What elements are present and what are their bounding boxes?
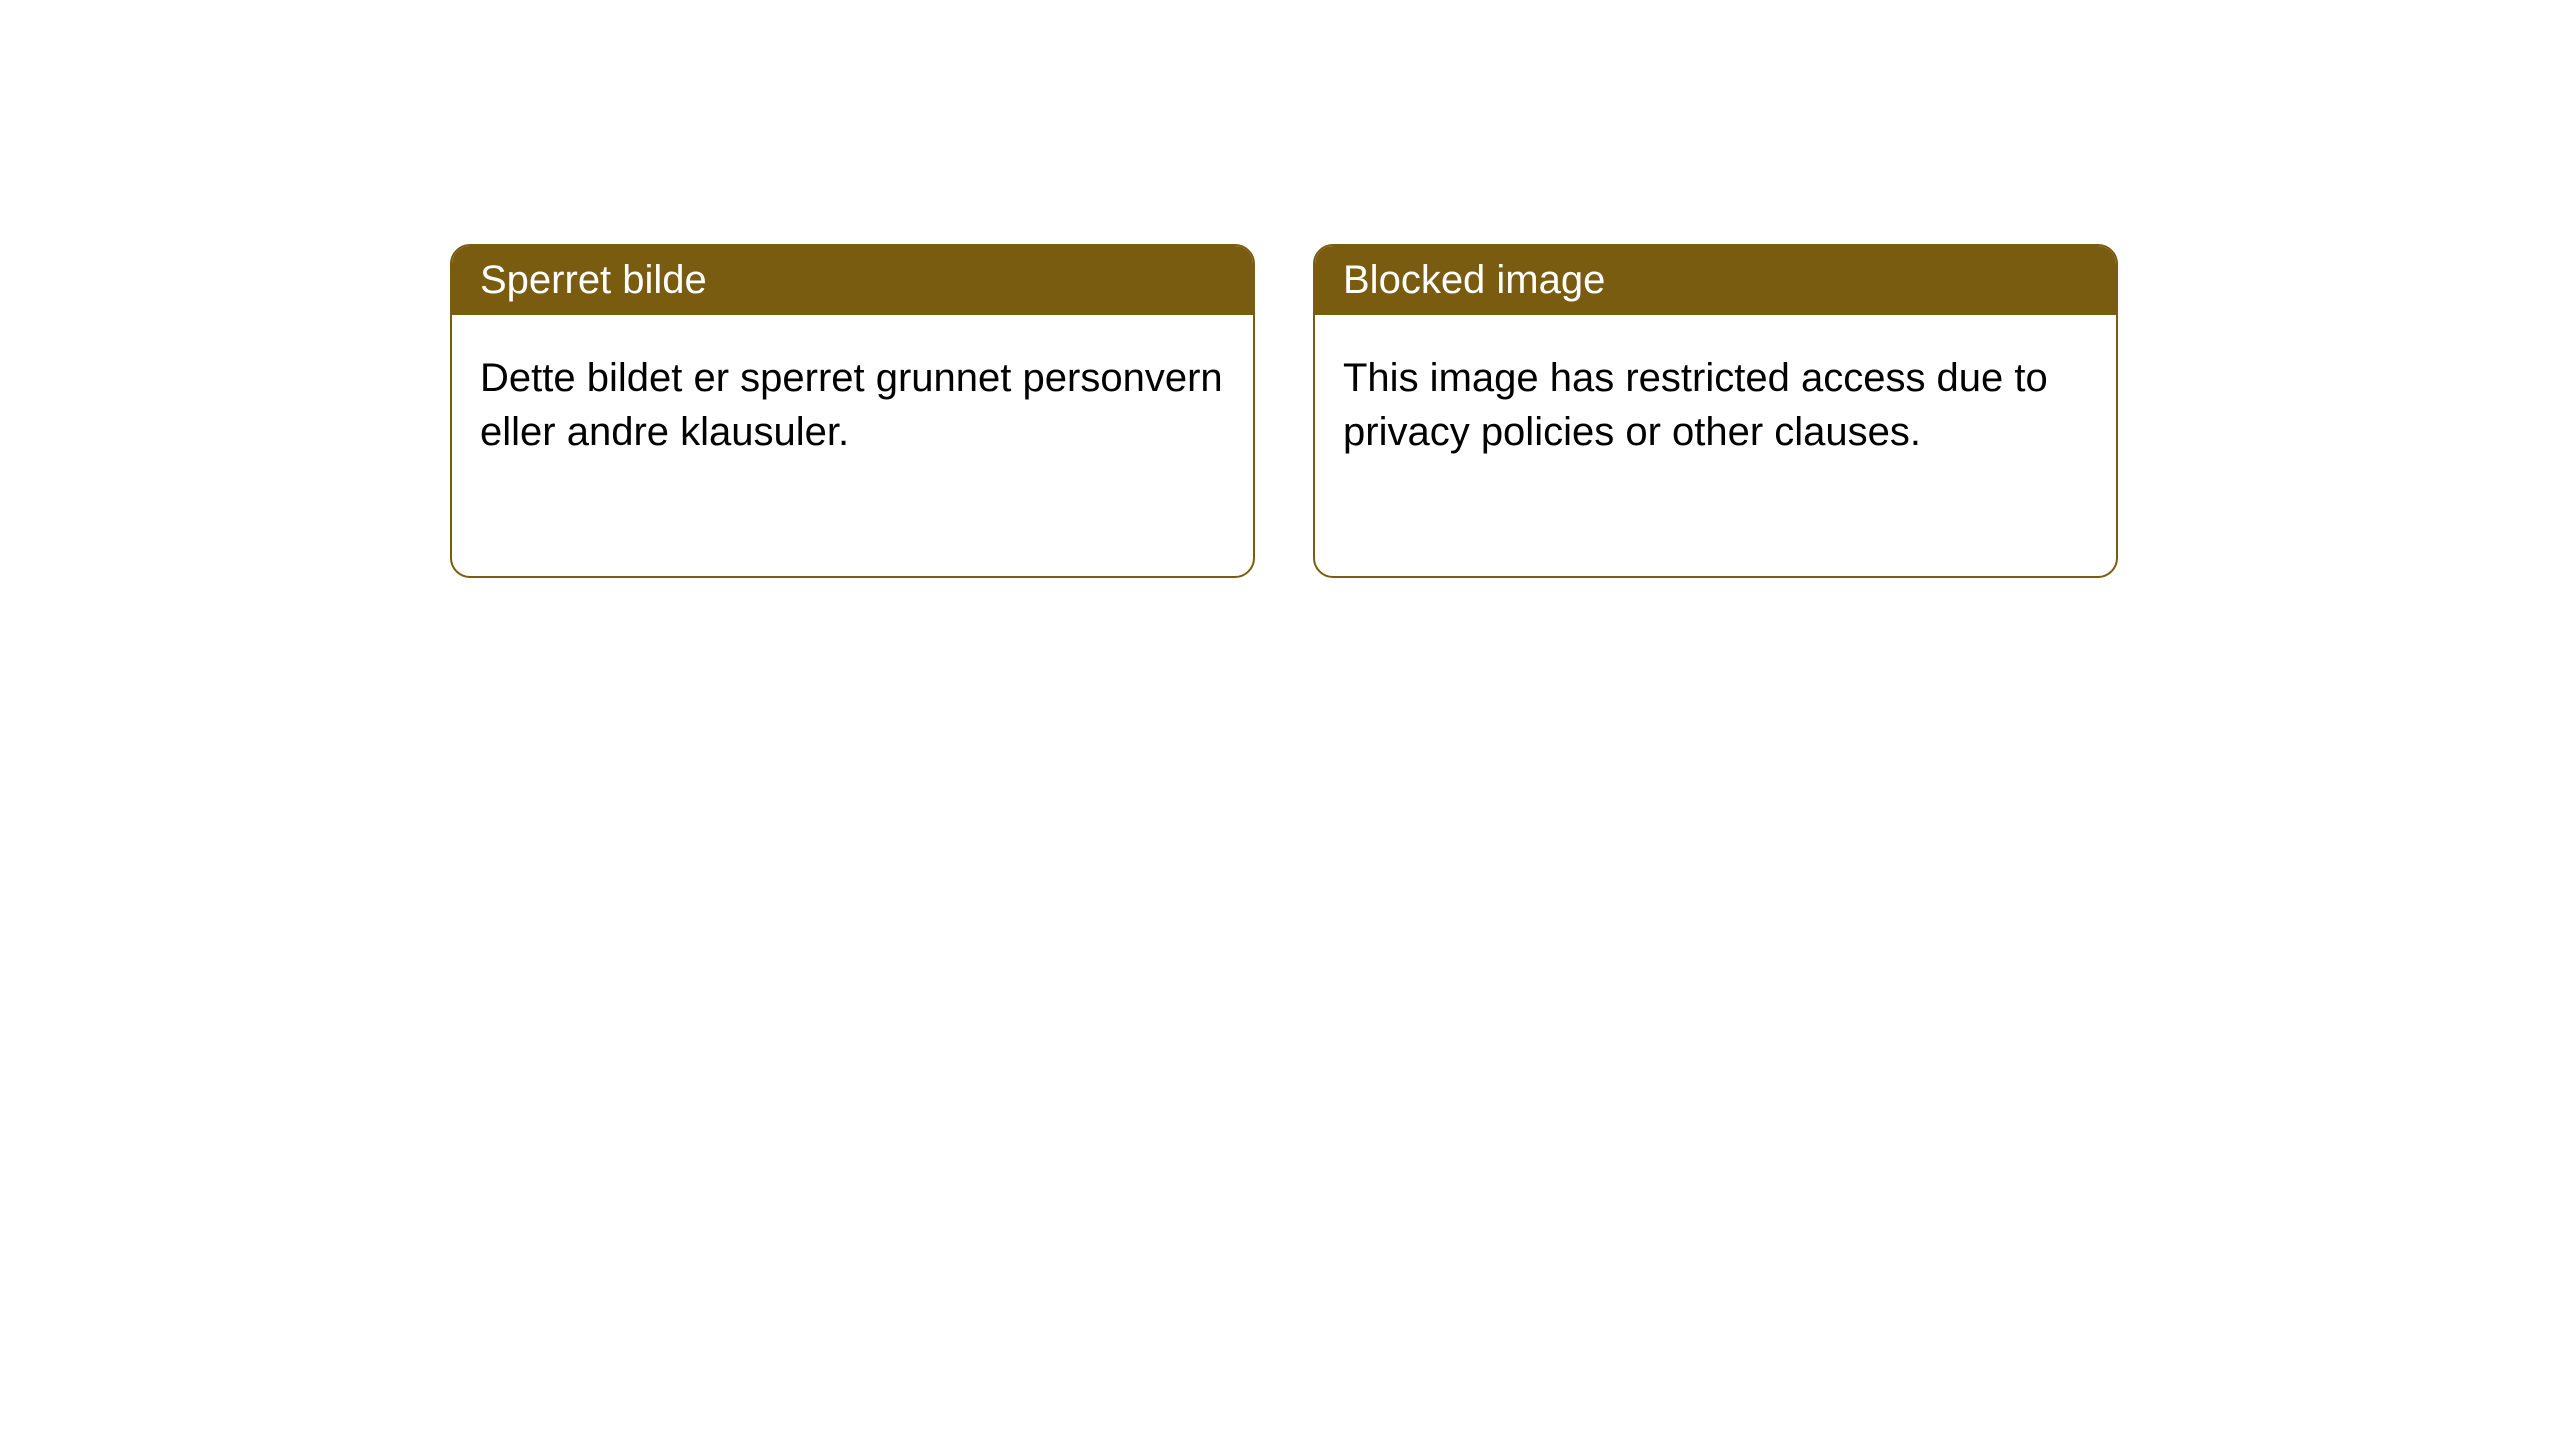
notice-card-norwegian: Sperret bilde Dette bildet er sperret gr…	[450, 244, 1255, 578]
card-body: Dette bildet er sperret grunnet personve…	[452, 315, 1253, 495]
card-title: Sperret bilde	[480, 258, 707, 302]
card-body-text: This image has restricted access due to …	[1343, 356, 2048, 454]
card-title: Blocked image	[1343, 258, 1605, 302]
card-header: Blocked image	[1315, 246, 2116, 315]
card-body: This image has restricted access due to …	[1315, 315, 2116, 495]
notice-card-english: Blocked image This image has restricted …	[1313, 244, 2118, 578]
notice-cards-container: Sperret bilde Dette bildet er sperret gr…	[450, 244, 2118, 578]
card-body-text: Dette bildet er sperret grunnet personve…	[480, 356, 1223, 454]
card-header: Sperret bilde	[452, 246, 1253, 315]
